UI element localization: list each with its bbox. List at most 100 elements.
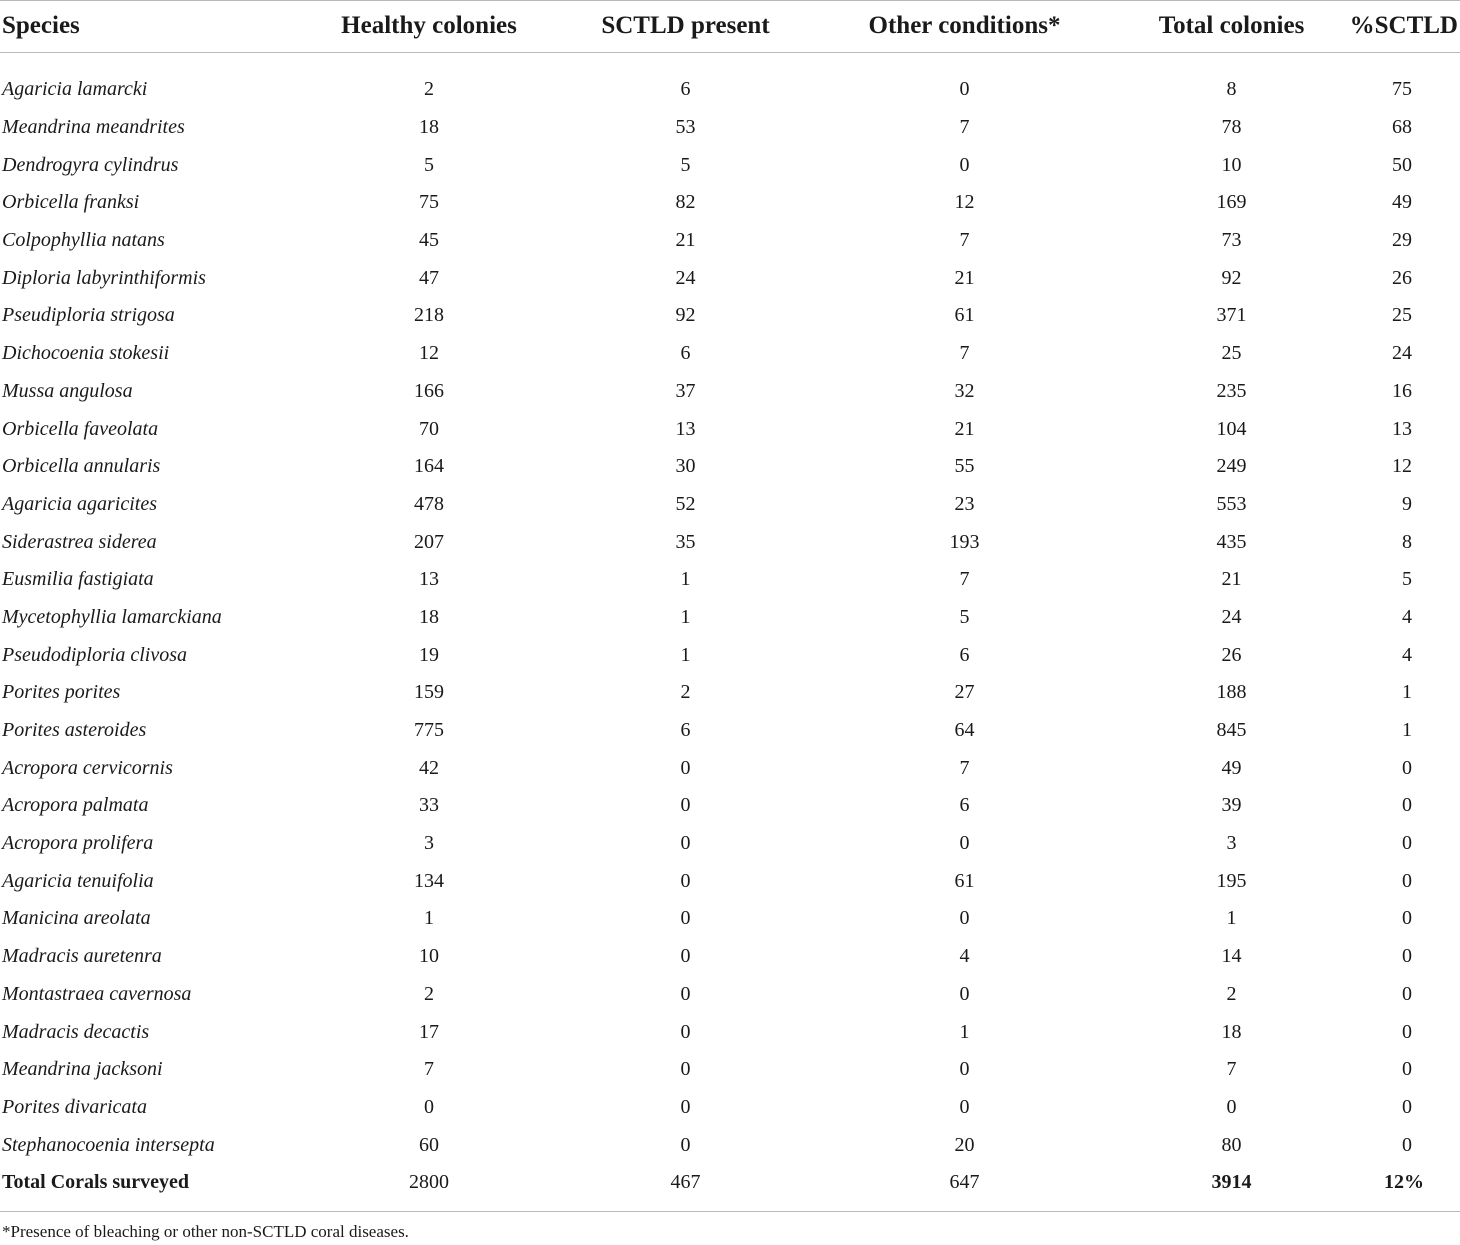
species-cell: Orbicella annularis [2,455,161,478]
other-cell: 27 [954,681,975,704]
sctld-cell: 0 [680,1020,691,1043]
sctld-cell: 0 [680,756,691,779]
bottom-rule [0,1211,1460,1212]
table-row: Colpophyllia natans 45 21 7 73 29 [0,222,1460,260]
table-row: Pseudiploria strigosa 218 92 61 371 25 [0,297,1460,335]
species-cell: Manicina areolata [2,907,151,930]
healthy-cell: 134 [414,869,444,892]
table-footnote: *Presence of bleaching or other non-SCTL… [2,1222,409,1241]
other-cell: 64 [954,719,975,742]
healthy-cell: 207 [414,530,444,553]
sctld-species-table: Species Healthy colonies SCTLD present O… [0,12,1460,1194]
pct-sctld-cell: 4 [1402,643,1412,666]
species-cell: Stephanocoenia intersepta [2,1133,215,1156]
total-cell: 195 [1216,869,1247,892]
pct-sctld-cell: 68 [1392,116,1412,139]
pct-sctld-cell: 5 [1402,568,1412,591]
sctld-cell: 82 [675,191,696,214]
species-cell: Acropora palmata [2,794,149,817]
sctld-cell: 13 [675,417,696,440]
species-cell: Porites divaricata [2,1095,147,1118]
species-cell: Orbicella franksi [2,191,140,214]
pct-sctld-cell: 1 [1402,681,1412,704]
total-label: Total Corals surveyed [2,1171,190,1194]
total-cell: 169 [1216,191,1247,214]
healthy-cell: 0 [424,1095,434,1118]
healthy-cell: 13 [419,568,439,591]
table-row: Stephanocoenia intersepta 60 0 20 80 0 [0,1126,1460,1164]
total-cell: 73 [1221,229,1242,252]
pct-sctld-cell: 12 [1392,455,1412,478]
total-cell: 10 [1221,153,1242,176]
pct-sctld-cell: 49 [1392,191,1412,214]
sctld-cell: 30 [675,455,696,478]
species-cell: Pseudodiploria clivosa [2,643,187,666]
species-cell: Mussa angulosa [2,379,133,402]
other-cell: 55 [954,455,975,478]
species-cell: Pseudiploria strigosa [2,304,175,327]
healthy-cell: 164 [414,455,444,478]
other-cell: 0 [959,153,970,176]
species-cell: Agaricia agaricites [2,492,157,515]
species-cell: Meandrina jacksoni [2,1058,163,1081]
species-cell: Madracis decactis [2,1020,150,1043]
other-cell: 7 [959,116,970,139]
pct-sctld-cell: 16 [1392,379,1412,402]
pct-sctld-cell: 0 [1402,832,1412,855]
healthy-cell: 218 [414,304,444,327]
species-cell: Agaricia tenuifolia [2,869,154,892]
species-cell: Eusmilia fastigiata [2,568,154,591]
species-cell: Diploria labyrinthiformis [2,266,206,289]
table-row: Eusmilia fastigiata 13 1 7 21 5 [0,561,1460,599]
total-cell: 78 [1221,116,1242,139]
table-row: Porites divaricata 0 0 0 0 0 [0,1089,1460,1127]
table-row: Agaricia agaricites 478 52 23 553 9 [0,486,1460,524]
table-row: Meandrina jacksoni 7 0 0 7 0 [0,1051,1460,1089]
sctld-cell: 21 [675,229,696,252]
column-header-healthy: Healthy colonies [341,12,517,39]
sctld-cell: 0 [680,1133,691,1156]
healthy-cell: 42 [419,756,439,779]
other-cell: 7 [959,568,970,591]
healthy-cell: 5 [424,153,434,176]
total-cell: 104 [1216,417,1247,440]
table-row: Acropora prolifera 3 0 0 3 0 [0,825,1460,863]
pct-sctld-cell: 26 [1392,266,1412,289]
sctld-cell: 92 [675,304,696,327]
healthy-cell: 478 [414,492,444,515]
table-row: Manicina areolata 1 0 0 1 0 [0,900,1460,938]
top-rule [0,0,1460,1]
other-cell: 0 [959,1095,970,1118]
species-cell: Dendrogyra cylindrus [2,153,179,176]
pct-sctld-cell: 0 [1402,1058,1412,1081]
total-cell: 39 [1221,794,1242,817]
other-cell: 21 [954,417,975,440]
table-row: Siderastrea siderea 207 35 193 435 8 [0,523,1460,561]
table-row: Mussa angulosa 166 37 32 235 16 [0,373,1460,411]
total-cell: 1 [1226,907,1237,930]
table-row: Acropora cervicornis 42 0 7 49 0 [0,749,1460,787]
healthy-cell: 47 [419,266,439,289]
healthy-cell: 18 [419,116,439,139]
other-cell: 6 [959,643,970,666]
species-cell: Acropora cervicornis [2,756,173,779]
sctld-cell: 24 [675,266,696,289]
table-row: Agaricia tenuifolia 134 0 61 195 0 [0,862,1460,900]
table-row: Orbicella franksi 75 82 12 169 49 [0,184,1460,222]
table-row: Acropora palmata 33 0 6 39 0 [0,787,1460,825]
total-cell: 14 [1221,945,1242,968]
total-cell: 80 [1221,1133,1242,1156]
species-cell: Siderastrea siderea [2,530,157,553]
other-cell: 4 [959,945,970,968]
sctld-cell: 0 [680,1095,691,1118]
other-cell: 21 [954,266,975,289]
total-cell: 21 [1221,568,1242,591]
pct-sctld-cell: 0 [1402,794,1412,817]
pct-sctld-cell: 1 [1402,719,1412,742]
sctld-cell: 37 [675,379,696,402]
other-cell: 0 [959,78,970,101]
table-row: Montastraea cavernosa 2 0 0 2 0 [0,976,1460,1014]
table-row: Meandrina meandrites 18 53 7 78 68 [0,109,1460,147]
pct-sctld-cell: 13 [1392,417,1412,440]
pct-sctld-cell: 4 [1402,605,1412,628]
